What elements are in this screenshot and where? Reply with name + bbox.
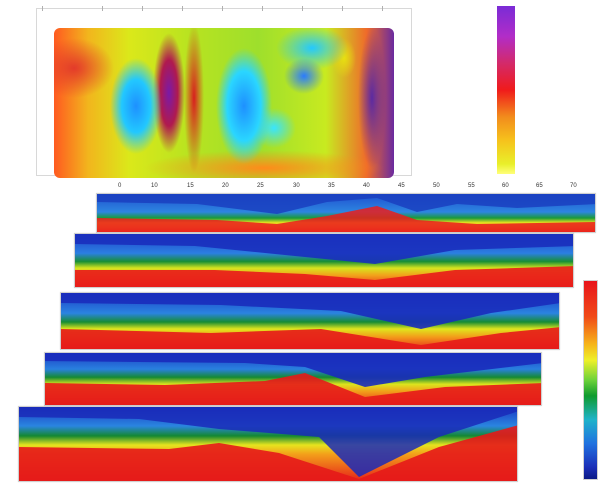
tick-mark xyxy=(142,6,143,11)
resistivity-plan-map xyxy=(54,28,394,178)
axis-tick-label: 15 xyxy=(187,183,194,189)
axis-tick-label: 50 xyxy=(433,183,440,189)
tick-mark xyxy=(182,6,183,11)
tick-mark xyxy=(382,6,383,11)
axis-tick-label: 60 xyxy=(502,183,509,189)
plan-color-scale-bar xyxy=(497,6,515,174)
resistivity-section-2 xyxy=(74,233,574,288)
axis-tick-label: 30 xyxy=(293,183,300,189)
axis-tick-label: 40 xyxy=(363,183,370,189)
resistivity-section-4 xyxy=(44,352,542,406)
tick-mark xyxy=(222,6,223,11)
axis-tick-label: 20 xyxy=(222,183,229,189)
section-color-scale-bar xyxy=(583,280,598,480)
axis-tick-label: 45 xyxy=(398,183,405,189)
axis-tick-label: 35 xyxy=(328,183,335,189)
axis-tick-label: 55 xyxy=(468,183,475,189)
axis-tick-label: 10 xyxy=(151,183,158,189)
resistivity-section-1 xyxy=(96,193,596,233)
tick-mark xyxy=(102,6,103,11)
tick-mark xyxy=(42,6,43,11)
tick-mark xyxy=(302,6,303,11)
axis-tick-label: 0 xyxy=(118,183,122,189)
top-distance-axis: 0 10 15 20 25 30 35 40 45 50 55 60 65 70 xyxy=(96,183,596,193)
resistivity-section-3 xyxy=(60,292,560,350)
axis-tick-label: 65 xyxy=(536,183,543,189)
tick-mark xyxy=(262,6,263,11)
resistivity-section-5 xyxy=(18,406,518,482)
tick-mark xyxy=(342,6,343,11)
axis-tick-label: 25 xyxy=(257,183,264,189)
axis-tick-label: 70 xyxy=(570,183,577,189)
plan-view-top-ticks xyxy=(36,6,412,12)
